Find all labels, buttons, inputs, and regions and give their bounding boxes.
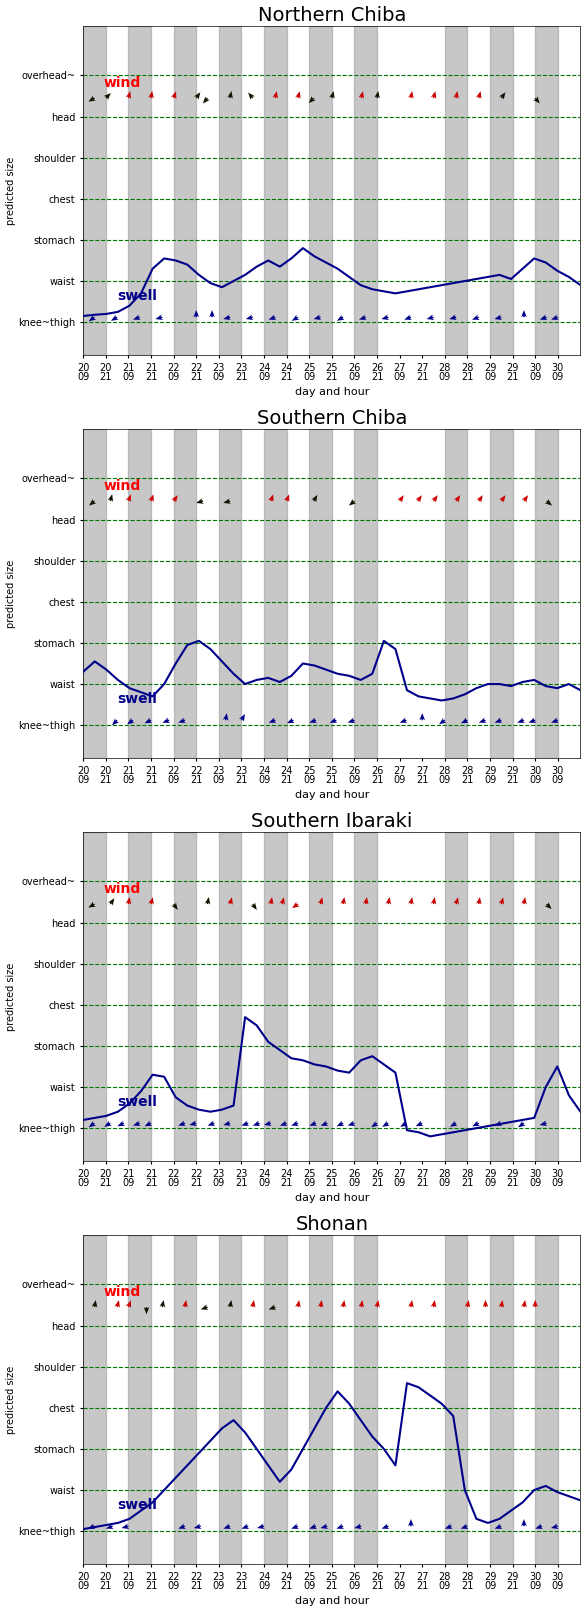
Bar bbox=[490, 26, 513, 355]
X-axis label: day and hour: day and hour bbox=[295, 790, 369, 801]
Bar bbox=[535, 832, 558, 1161]
Bar bbox=[355, 26, 377, 355]
Y-axis label: predicted size: predicted size bbox=[5, 962, 16, 1030]
Bar bbox=[355, 1235, 377, 1564]
Text: swell: swell bbox=[117, 289, 157, 303]
Bar bbox=[219, 429, 241, 758]
Bar bbox=[445, 429, 468, 758]
Text: swell: swell bbox=[117, 1498, 157, 1512]
Bar bbox=[83, 26, 106, 355]
Bar bbox=[264, 429, 287, 758]
Bar bbox=[355, 429, 377, 758]
Bar bbox=[173, 429, 196, 758]
X-axis label: day and hour: day and hour bbox=[295, 1596, 369, 1607]
X-axis label: day and hour: day and hour bbox=[295, 387, 369, 398]
Bar bbox=[309, 26, 332, 355]
Text: wind: wind bbox=[104, 479, 141, 493]
Y-axis label: predicted size: predicted size bbox=[5, 1365, 16, 1433]
Title: Shonan: Shonan bbox=[295, 1214, 369, 1233]
Bar bbox=[445, 26, 468, 355]
Bar bbox=[535, 1235, 558, 1564]
Bar bbox=[83, 1235, 106, 1564]
Bar bbox=[309, 832, 332, 1161]
Bar bbox=[128, 26, 151, 355]
Bar bbox=[445, 1235, 468, 1564]
Bar bbox=[355, 832, 377, 1161]
Text: wind: wind bbox=[104, 76, 141, 90]
Bar bbox=[83, 832, 106, 1161]
Bar bbox=[173, 1235, 196, 1564]
Bar bbox=[490, 429, 513, 758]
Bar bbox=[309, 1235, 332, 1564]
Bar bbox=[535, 429, 558, 758]
Bar bbox=[83, 429, 106, 758]
Y-axis label: predicted size: predicted size bbox=[5, 559, 16, 627]
Text: swell: swell bbox=[117, 1095, 157, 1109]
Y-axis label: predicted size: predicted size bbox=[5, 156, 16, 224]
Text: wind: wind bbox=[104, 1285, 141, 1299]
X-axis label: day and hour: day and hour bbox=[295, 1193, 369, 1204]
Bar bbox=[490, 1235, 513, 1564]
Text: swell: swell bbox=[117, 692, 157, 706]
Bar bbox=[309, 429, 332, 758]
Bar bbox=[445, 832, 468, 1161]
Bar bbox=[219, 832, 241, 1161]
Bar bbox=[264, 26, 287, 355]
Title: Northern Chiba: Northern Chiba bbox=[258, 5, 406, 24]
Bar bbox=[219, 1235, 241, 1564]
Bar bbox=[535, 26, 558, 355]
Bar bbox=[490, 832, 513, 1161]
Bar bbox=[264, 832, 287, 1161]
Bar bbox=[128, 832, 151, 1161]
Bar bbox=[173, 832, 196, 1161]
Bar bbox=[173, 26, 196, 355]
Title: Southern Ibaraki: Southern Ibaraki bbox=[251, 811, 413, 830]
Bar bbox=[264, 1235, 287, 1564]
Title: Southern Chiba: Southern Chiba bbox=[257, 408, 407, 427]
Text: wind: wind bbox=[104, 882, 141, 896]
Bar bbox=[128, 1235, 151, 1564]
Bar bbox=[128, 429, 151, 758]
Bar bbox=[219, 26, 241, 355]
